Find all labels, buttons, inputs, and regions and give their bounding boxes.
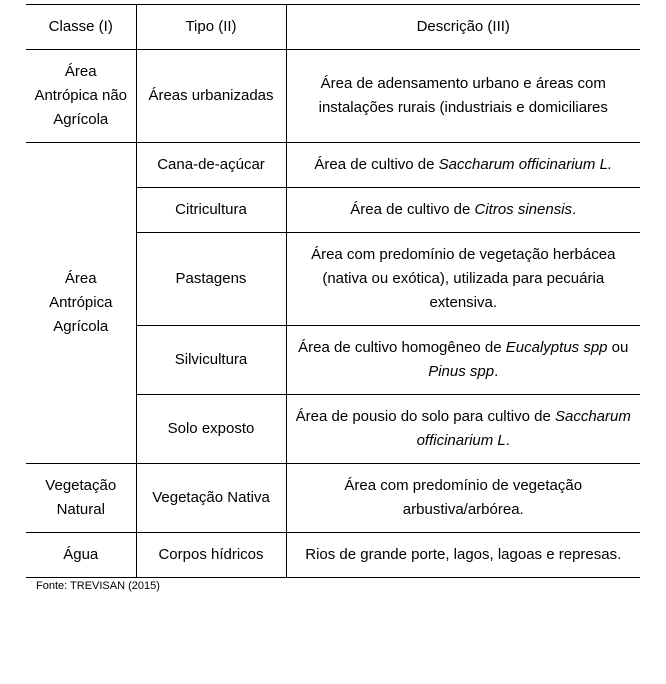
cell-tipo: Silvicultura [136,326,286,395]
header-classe: Classe (I) [26,5,136,50]
cell-desc: Área de cultivo homogêneo de Eucalyptus … [286,326,640,395]
header-tipo: Tipo (II) [136,5,286,50]
cell-tipo: Vegetação Nativa [136,464,286,533]
cell-classe: Vegetação Natural [26,464,136,533]
cell-classe: Área Antrópica não Agrícola [26,50,136,143]
cell-tipo: Solo exposto [136,395,286,464]
cell-desc: Área de cultivo de Citros sinensis. [286,188,640,233]
cell-desc: Área com predomínio de vegetação herbáce… [286,233,640,326]
cell-classe: Água [26,533,136,578]
table-header-row: Classe (I) Tipo (II) Descrição (III) [26,5,640,50]
cell-tipo: Áreas urbanizadas [136,50,286,143]
table-row: Vegetação Natural Vegetação Nativa Área … [26,464,640,533]
cell-tipo: Cana-de-açúcar [136,143,286,188]
cell-classe: Área Antrópica Agrícola [26,143,136,464]
cell-desc: Área de adensamento urbano e áreas com i… [286,50,640,143]
land-use-table: Classe (I) Tipo (II) Descrição (III) Áre… [26,4,640,578]
cell-tipo: Pastagens [136,233,286,326]
cell-desc: Área de pousio do solo para cultivo de S… [286,395,640,464]
header-descricao: Descrição (III) [286,5,640,50]
cell-desc: Área de cultivo de Saccharum officinariu… [286,143,640,188]
source-citation: Fonte: TREVISAN (2015) [36,580,666,592]
cell-desc: Área com predomínio de vegetação arbusti… [286,464,640,533]
cell-desc: Rios de grande porte, lagos, lagoas e re… [286,533,640,578]
cell-tipo: Corpos hídricos [136,533,286,578]
cell-tipo: Citricultura [136,188,286,233]
table-row: Área Antrópica não Agrícola Áreas urbani… [26,50,640,143]
table-row: Área Antrópica Agrícola Cana-de-açúcar Á… [26,143,640,188]
table-row: Água Corpos hídricos Rios de grande port… [26,533,640,578]
